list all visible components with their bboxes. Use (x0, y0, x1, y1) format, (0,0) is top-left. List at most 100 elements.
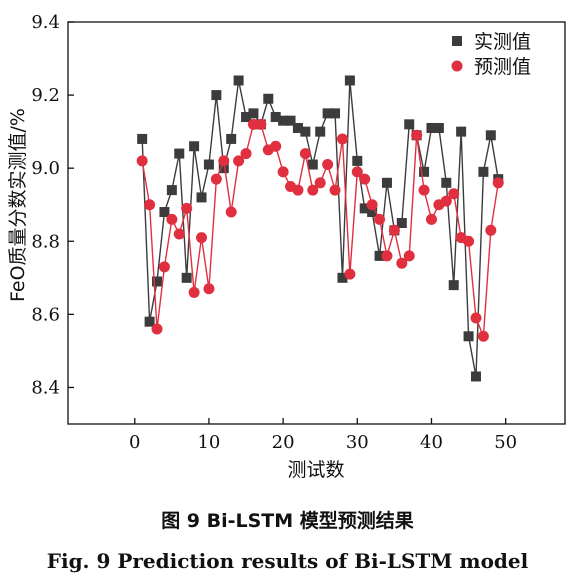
data-point-measured (211, 90, 222, 101)
data-point-predicted (218, 155, 230, 167)
data-point-measured (159, 207, 170, 218)
data-point-measured (152, 276, 163, 287)
data-point-predicted (329, 184, 341, 196)
data-point-measured (374, 250, 385, 261)
data-point-measured (352, 155, 363, 166)
data-point-predicted (336, 133, 348, 145)
y-tick-label: 8.6 (31, 304, 60, 325)
x-tick-label: 40 (420, 432, 443, 453)
y-tick-label: 8.8 (31, 231, 60, 252)
data-point-predicted (151, 323, 163, 335)
data-point-measured (226, 133, 237, 144)
data-point-measured (315, 126, 326, 137)
data-point-measured (248, 108, 259, 119)
x-tick-label: 30 (346, 432, 369, 453)
data-point-measured (463, 331, 474, 342)
data-point-predicted (477, 330, 489, 342)
legend: 实测值 预测值 (451, 31, 531, 78)
x-tick-label: 20 (272, 432, 295, 453)
data-point-predicted (374, 213, 386, 225)
data-point-measured (344, 75, 355, 86)
data-point-measured (478, 166, 489, 177)
data-point-predicted (166, 213, 178, 225)
data-point-measured (270, 112, 281, 123)
y-axis-title: FeO质量分数实测值/% (7, 108, 29, 302)
data-point-measured (426, 122, 437, 133)
data-point-measured (278, 115, 289, 126)
series-line-measured (141, 80, 499, 377)
y-tick-label: 9.4 (31, 12, 60, 33)
y-tick-label: 8.4 (31, 377, 60, 398)
data-point-predicted (448, 188, 460, 200)
data-point-predicted (314, 177, 326, 189)
data-point-predicted (255, 118, 267, 130)
data-point-predicted (270, 140, 282, 152)
data-point-measured (367, 207, 378, 218)
data-point-measured (241, 112, 252, 123)
data-point-predicted (381, 250, 393, 262)
data-point-predicted (233, 155, 245, 167)
legend-marker-measured (452, 36, 462, 46)
data-point-predicted (440, 195, 452, 207)
data-point-measured (307, 159, 318, 170)
x-tick-label: 0 (129, 432, 140, 453)
chart: 0 10 20 30 40 50 8.4 8.6 8.8 9.0 9.2 9.4 实测值 预测值 测试… (7, 12, 566, 481)
data-point-measured (196, 192, 207, 203)
data-point-measured (233, 75, 244, 86)
data-point-predicted (210, 173, 222, 185)
data-point-measured (456, 126, 467, 137)
data-point-measured (181, 272, 192, 283)
data-point-predicted (136, 155, 148, 167)
data-point-measured (166, 185, 177, 196)
data-point-predicted (418, 184, 430, 196)
data-point-predicted (492, 177, 504, 189)
data-point-predicted (425, 213, 437, 225)
legend-label-measured: 实测值 (474, 31, 531, 53)
data-point-predicted (359, 173, 371, 185)
data-point-predicted (203, 283, 215, 295)
data-point-predicted (403, 250, 415, 262)
data-point-measured (419, 166, 430, 177)
data-point-predicted (388, 224, 400, 236)
data-point-measured (485, 130, 496, 141)
data-point-predicted (158, 261, 170, 273)
data-point-measured (381, 177, 392, 188)
data-point-predicted (277, 166, 289, 178)
data-point-measured (218, 163, 229, 174)
data-point-predicted (188, 286, 200, 298)
data-point-predicted (173, 228, 185, 240)
data-point-measured (441, 177, 452, 188)
y-tick-label: 9.0 (31, 158, 60, 179)
data-point-predicted (463, 235, 475, 247)
data-point-measured (330, 108, 341, 119)
data-point-measured (203, 159, 214, 170)
data-point-measured (337, 272, 348, 283)
x-tick-label: 50 (494, 432, 517, 453)
figure-caption-cn: 图 9 Bi-LSTM 模型预测结果 (161, 510, 414, 532)
data-point-measured (359, 203, 370, 214)
data-point-measured (137, 133, 148, 144)
data-point-predicted (344, 268, 356, 280)
figure-caption-en: Fig. 9 Prediction results of Bi-LSTM mod… (46, 549, 529, 573)
data-point-predicted (181, 202, 193, 214)
data-point-predicted (470, 312, 482, 324)
data-point-predicted (396, 257, 408, 269)
legend-marker-predicted (451, 60, 463, 72)
data-point-measured (448, 280, 459, 291)
data-point-measured (433, 122, 444, 133)
data-point-predicted (485, 224, 497, 236)
data-point-predicted (225, 206, 237, 218)
y-tick-label: 9.2 (31, 85, 60, 106)
data-point-measured (396, 218, 407, 228)
data-point-predicted (144, 199, 156, 211)
data-point-measured (189, 141, 200, 152)
data-point-predicted (411, 129, 423, 141)
data-point-predicted (351, 166, 363, 178)
data-point-predicted (292, 184, 304, 196)
data-point-predicted (307, 184, 319, 196)
data-point-measured (144, 316, 155, 327)
data-point-measured (300, 126, 311, 137)
data-point-measured (292, 122, 303, 133)
plot-frame (67, 21, 566, 425)
data-point-predicted (196, 232, 208, 244)
